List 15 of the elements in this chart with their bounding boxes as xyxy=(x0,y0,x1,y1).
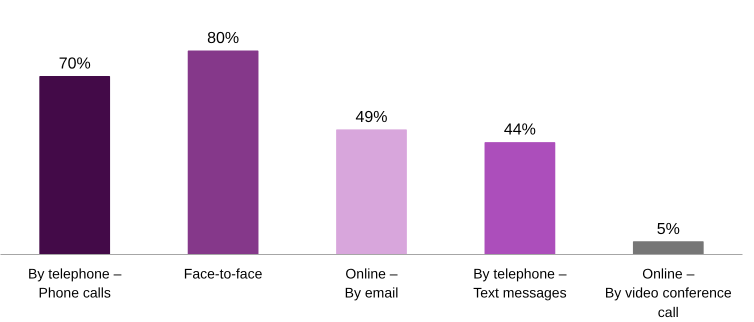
bar xyxy=(188,50,258,254)
x-tick-label: Online – By video conference call xyxy=(604,266,732,320)
x-tick-label: Online – By email xyxy=(344,266,398,301)
x-tick-label: By telephone – Text messages xyxy=(473,266,567,301)
data-label: 44% xyxy=(504,122,536,139)
x-tick-label: Face-to-face xyxy=(184,266,263,282)
bar xyxy=(39,76,110,254)
bar xyxy=(632,241,704,254)
data-label: 49% xyxy=(355,108,388,126)
x-tick-label: By telephone – Phone calls xyxy=(28,266,122,301)
data-label: 5% xyxy=(656,220,680,238)
data-label: 80% xyxy=(207,30,240,48)
bar xyxy=(484,142,556,254)
data-label: 70% xyxy=(58,55,91,72)
bar xyxy=(336,129,407,254)
